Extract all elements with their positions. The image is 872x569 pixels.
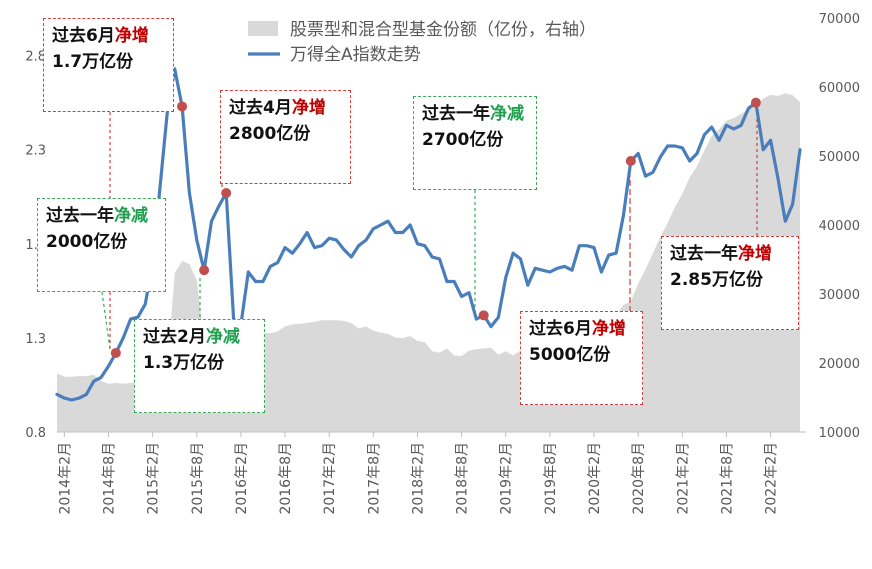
connector-layer xyxy=(101,107,758,350)
legend: 股票型和混合型基金份额（亿份，右轴） 万得全A指数走势 xyxy=(248,20,596,65)
annotation-box: 过去6月净增 5000亿份 xyxy=(520,311,643,405)
right-tick-label: 70000 xyxy=(819,12,860,27)
right-tick-label: 60000 xyxy=(819,81,860,96)
annotation-box: 过去6月净增 1.7万亿份 xyxy=(43,18,174,112)
left-tick-label: 0.8 xyxy=(25,426,46,441)
legend-label-line: 万得全A指数走势 xyxy=(290,45,421,65)
annotation-text: 增 xyxy=(131,26,149,46)
annotation-text: 2000亿份 xyxy=(46,232,128,252)
wind-a-index-line xyxy=(55,67,802,402)
x-tick-label: 2019年8月 xyxy=(543,442,559,515)
event-marker xyxy=(478,310,489,321)
x-tick-label: 2020年2月 xyxy=(587,442,603,515)
annotation-text: 净 xyxy=(114,26,132,46)
annotation-text: 过去一年 xyxy=(46,206,114,226)
x-tick-label: 2015年2月 xyxy=(146,442,162,515)
event-marker xyxy=(110,347,121,358)
right-tick-label: 30000 xyxy=(819,288,860,303)
annotation-box: 过去4月净增 2800亿份 xyxy=(220,90,351,184)
annotation-text: 净增 xyxy=(738,244,772,264)
annotation-text: 2.85万亿份 xyxy=(670,270,763,290)
annotation-text: 增 xyxy=(308,98,326,118)
x-tick-label: 2014年8月 xyxy=(102,442,118,515)
marker-layer xyxy=(110,97,761,358)
x-tick-label: 2022年2月 xyxy=(764,442,780,515)
x-tick-label: 2016年2月 xyxy=(234,442,250,515)
annotation-text: 净 xyxy=(205,327,223,347)
annotation-text: 过去6月 xyxy=(52,26,115,46)
annotation-box: 过去一年净减 2700亿份 xyxy=(413,96,537,190)
line-layer xyxy=(55,67,802,402)
event-marker xyxy=(199,265,210,276)
annotation-text: 净 xyxy=(291,98,309,118)
x-tick-label: 2016年8月 xyxy=(278,442,294,515)
annotation-text: 过去一年 xyxy=(422,104,490,124)
x-tick-label: 2014年2月 xyxy=(57,442,73,515)
event-marker xyxy=(750,97,761,108)
event-marker xyxy=(221,188,232,199)
legend-label-area: 股票型和混合型基金份额（亿份，右轴） xyxy=(290,20,596,40)
event-marker xyxy=(177,101,188,112)
annotation-text: 过去2月 xyxy=(143,327,206,347)
annotation-text: 5000亿份 xyxy=(529,345,611,365)
annotation-box: 过去一年净增 2.85万亿份 xyxy=(661,236,799,330)
x-tick-label: 2020年8月 xyxy=(631,442,647,515)
left-tick-label: 2.8 xyxy=(25,50,46,65)
x-tick-label: 2021年2月 xyxy=(675,442,691,515)
right-tick-label: 20000 xyxy=(819,357,860,372)
annotation-text: 净增 xyxy=(591,319,626,339)
x-tick-label: 2019年2月 xyxy=(499,442,515,515)
x-tick-label: 2015年8月 xyxy=(190,442,206,515)
x-tick-label: 2017年2月 xyxy=(322,442,338,515)
annotation-box: 过去2月净减 1.3万亿份 xyxy=(134,319,265,413)
legend-swatch-area xyxy=(248,21,278,36)
right-tick-label: 40000 xyxy=(819,219,860,234)
annotation-text: 2700亿份 xyxy=(422,130,504,150)
annotation-text: 1.3万亿份 xyxy=(143,353,225,373)
x-tick-label: 2018年2月 xyxy=(411,442,427,515)
annotation-box: 过去一年净减 2000亿份 xyxy=(37,198,166,292)
left-tick-label: 1.3 xyxy=(25,332,46,347)
annotation-text: 过去一年 xyxy=(670,244,738,264)
event-marker xyxy=(625,156,636,167)
annotation-text: 过去4月 xyxy=(229,98,292,118)
annotation-text: 1.7万亿份 xyxy=(52,52,134,72)
x-tick-label: 2018年8月 xyxy=(455,442,471,515)
annotation-text: 过去6月 xyxy=(529,319,592,339)
annotation-text: 净减 xyxy=(114,206,148,226)
axis-layer: 0.81.31.82.32.81000020000300004000050000… xyxy=(25,12,860,515)
x-tick-label: 2021年8月 xyxy=(719,442,735,515)
annotation-text: 减 xyxy=(222,327,240,347)
annotation-connector xyxy=(101,291,111,350)
left-tick-label: 2.3 xyxy=(25,144,46,159)
annotation-text: 净减 xyxy=(490,104,524,124)
right-tick-label: 10000 xyxy=(819,426,860,441)
annotation-text: 2800亿份 xyxy=(229,124,311,144)
right-tick-label: 50000 xyxy=(819,150,860,165)
x-tick-label: 2017年8月 xyxy=(366,442,382,515)
